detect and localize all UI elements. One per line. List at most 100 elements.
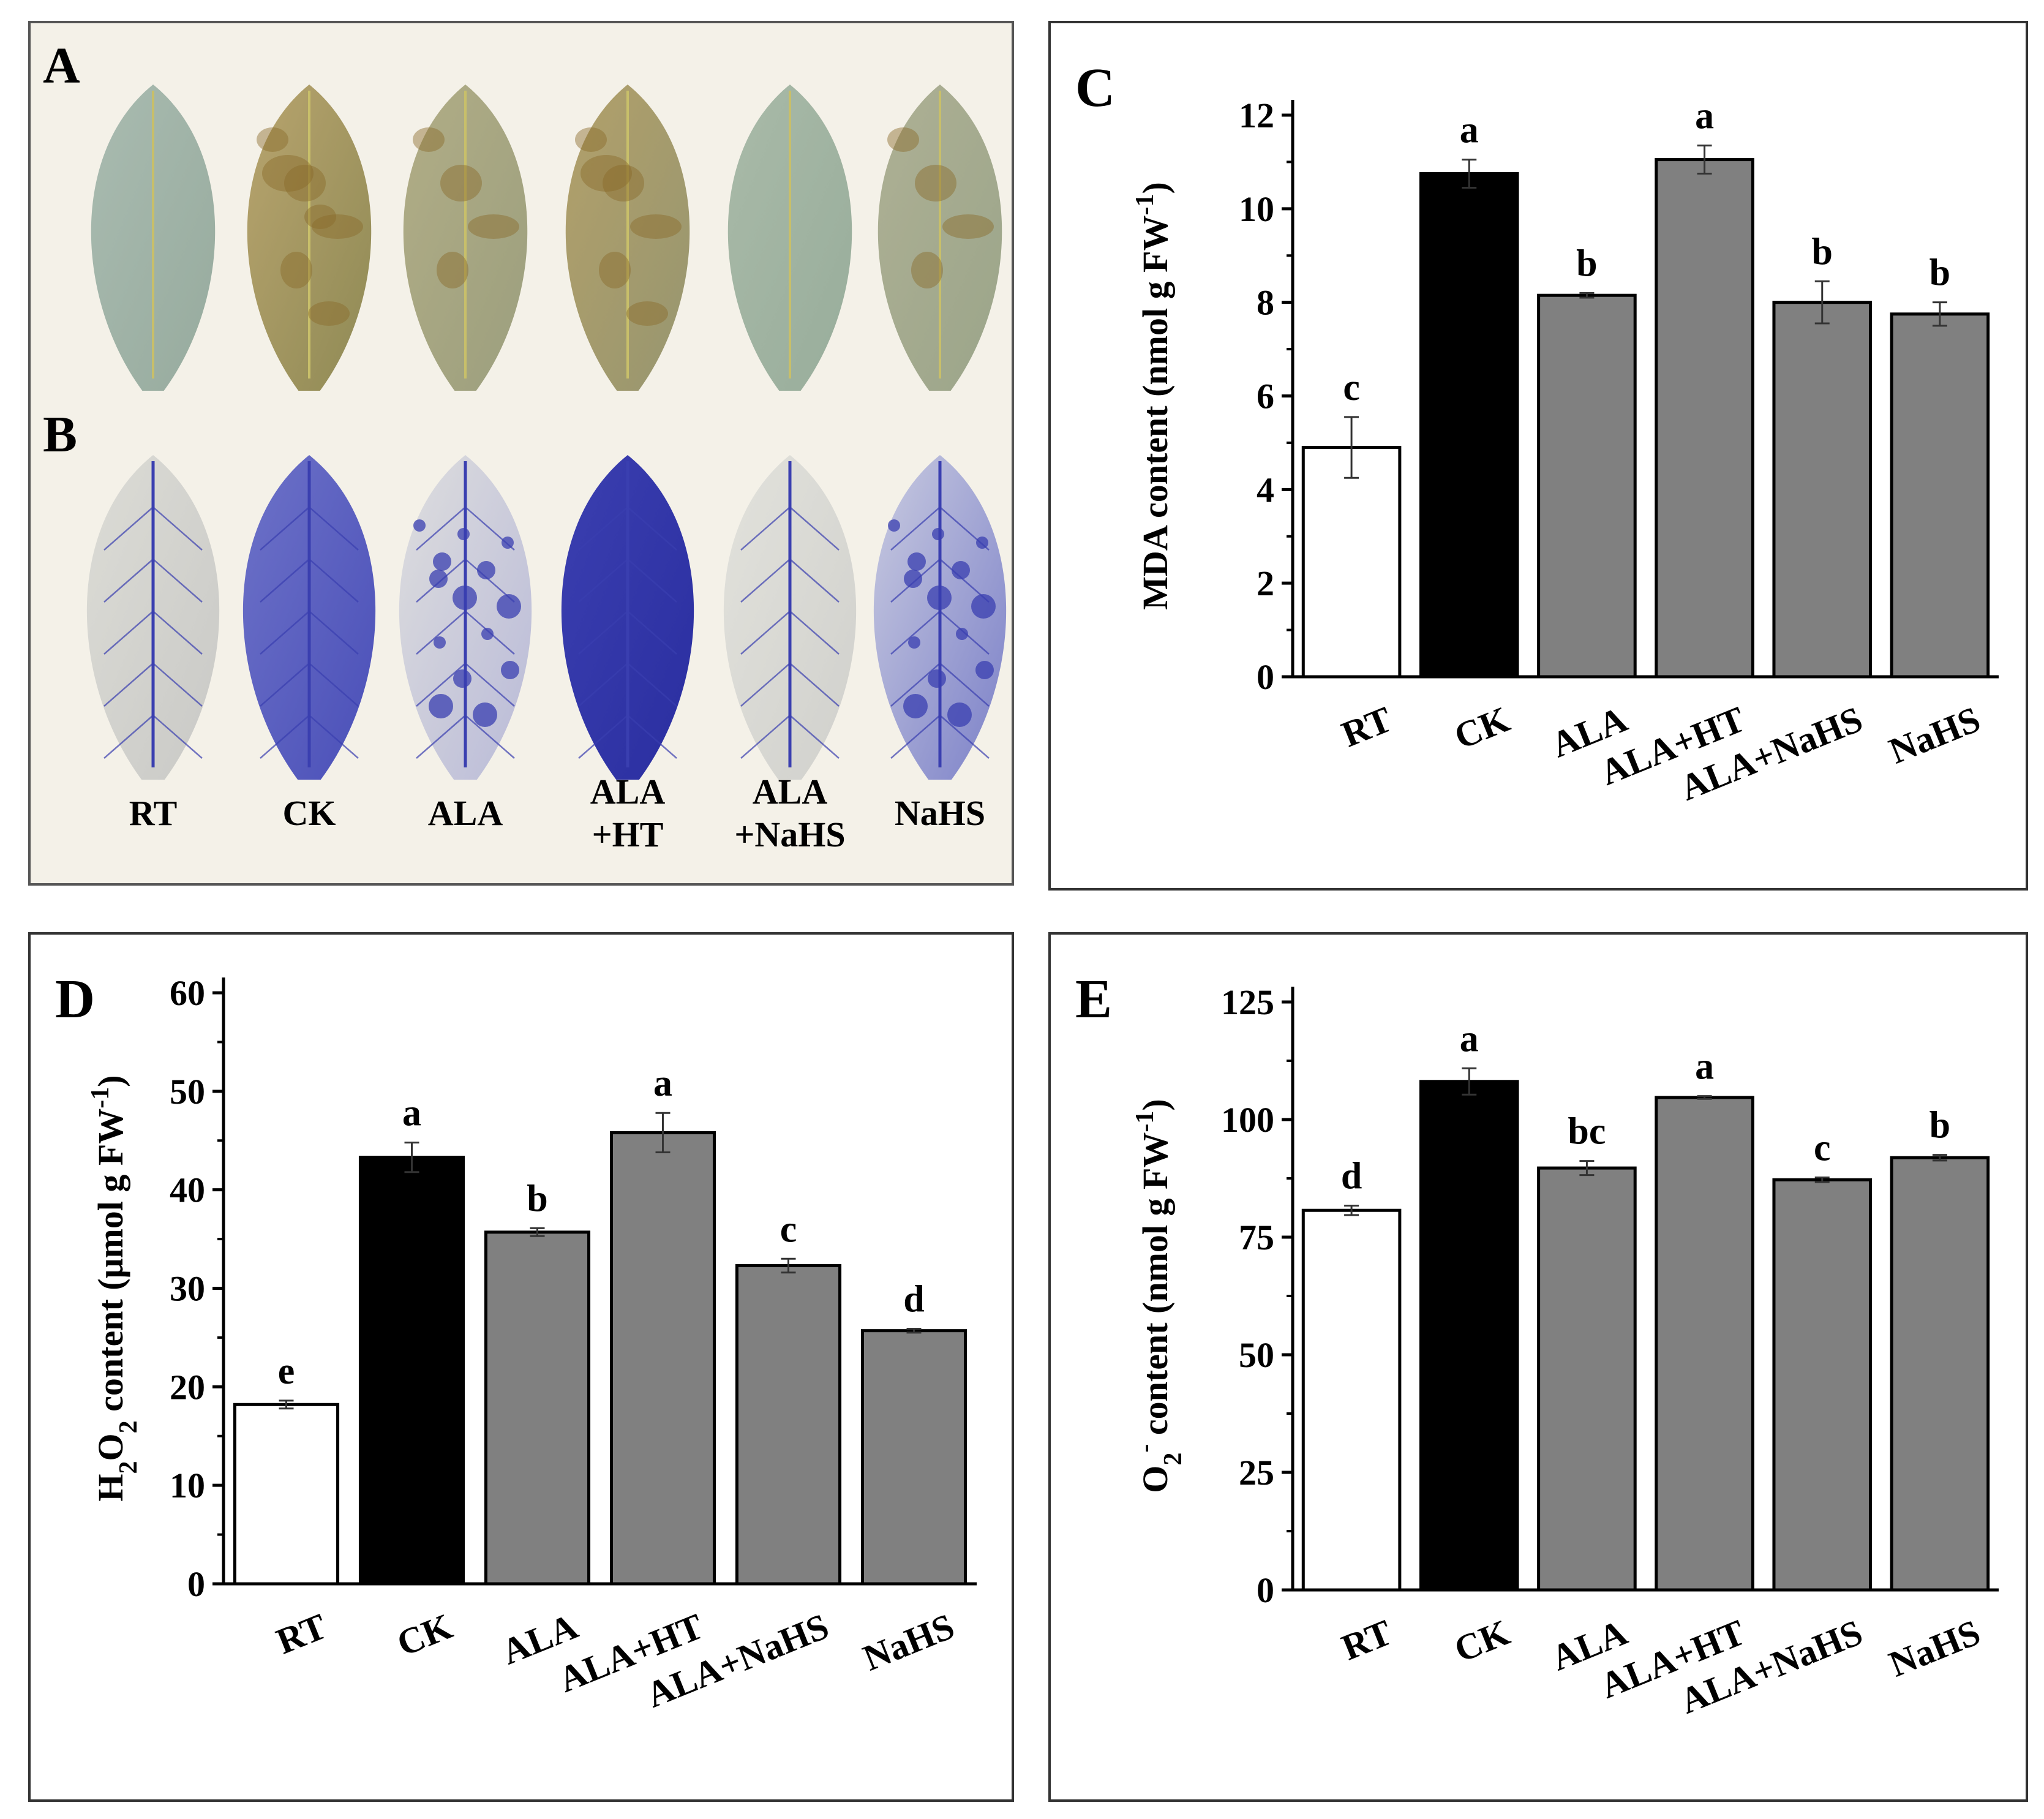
x-tick-label: NaHS [1884,1612,1986,1685]
significance-letter: b [527,1178,547,1219]
bar-nahs [1890,1156,1990,1592]
leaf-nbt-lateral-vein [103,559,154,603]
leaf-treatment-label: RT [80,792,227,835]
leaf-nbt-lateral-vein [939,715,990,759]
dab-stain-spot [468,214,519,239]
bar-ck [1419,172,1519,679]
nbt-stain-spot [952,561,970,579]
x-tick-label: RT [1336,699,1397,755]
leaf-nbt-lateral-vein [152,559,203,603]
bar-ala-nahs [735,1264,842,1586]
leaf-nbt-lateral-vein [789,611,840,655]
leaf-nbt-lateral-vein [939,663,990,707]
y-tick-label: 30 [170,1269,205,1309]
significance-letter: d [1341,1156,1362,1197]
leaf-treatment-line1: RT [129,793,178,833]
x-tick-label: RT [1336,1612,1397,1668]
nbt-stain-spot [904,570,922,588]
leaf-nbt-lateral-vein [416,715,466,759]
nbt-stain-spot [413,519,426,532]
leaf-nbt-lateral-vein [309,507,359,551]
y-tick-label: 40 [170,1170,205,1210]
dab-stain-spot [312,214,363,239]
nbt-stain-spot [907,552,926,571]
y-tick-label: 75 [1239,1218,1274,1257]
leaf-nbt-lateral-vein [103,507,154,551]
leaf-nbt-lateral-vein [309,611,359,655]
leaf-nbt-lateral-vein [416,663,466,707]
leaf-nbt-lateral-vein [103,663,154,707]
leaf-nbt-lateral-vein [578,663,628,707]
leaf-nbt-lateral-vein [740,559,791,603]
y-tick-label: 20 [170,1367,205,1407]
mda-bar-chart: C024681012cRTaCKbALAaALA+HTbALA+NaHSbNaH… [1075,58,1999,808]
nbt-stain-spot [888,519,900,532]
significance-letter: d [903,1278,924,1320]
leaf-nbt-lateral-vein [890,715,941,759]
y-tick-label: 25 [1239,1453,1274,1493]
bar-ala [484,1230,591,1586]
superoxide-bar-chart: E0255075100125dRTaCKbcALAaALA+HTcALA+NaH… [1075,969,1999,1722]
leaf-nbt-lateral-vein [152,507,203,551]
chart-panel-d: D 0 10 20 30 40 50 60 e RT a CK b ALA a ALA+HT c ALA+NaHS… [28,932,1014,1802]
nbt-stain-spot [434,636,446,649]
chart-panel-c: C 0 2 4 6 8 10 12 c RT a CK b ALA a ALA+HT b ALA+NaHS b NaH… [1048,21,2028,891]
leaf-treatment-label: CK [236,792,383,835]
leaf-nbt-lateral-vein [627,559,677,603]
leaf-nbt-lateral-vein [578,715,628,759]
leaf-nbt-lateral-vein [890,611,941,655]
nbt-stain-spot [453,586,477,610]
nbt-stain-spot [975,661,994,679]
leaf-nbt-lateral-vein [627,611,677,655]
leaf-nbt-lateral-vein [260,715,310,759]
dab-stain-spot [942,214,994,239]
panel-label: C [1075,58,1115,118]
x-tick-label: CK [391,1606,457,1664]
leaf-images [86,85,1007,780]
y-axis-label: H2O2 content (μmol g FW-1) [86,1075,143,1501]
nbt-stain-spot [976,537,988,549]
nbt-stain-spot [477,561,495,579]
dab-stain-spot [280,252,312,288]
nbt-stain-spot [473,702,497,727]
significance-letter: a [1695,1046,1714,1088]
y-tick-label: 10 [170,1466,205,1505]
x-tick-label: NaHS [857,1606,960,1679]
significance-letter: a [1460,110,1479,151]
panel-label-b: B [43,406,78,463]
significance-letter: a [402,1092,421,1134]
significance-letter: e [278,1350,295,1392]
significance-letter: a [1460,1018,1479,1060]
significance-letter: c [780,1208,797,1250]
nbt-stain-spot [501,661,519,679]
y-tick-label: 100 [1221,1100,1274,1140]
dab-stain-spot [284,165,326,201]
bar-ala-ht [1655,1096,1754,1592]
leaf-nbt-lateral-vein [309,663,359,707]
significance-letter: b [1929,1105,1950,1147]
bar-ck [1419,1080,1519,1592]
dab-stain-spot [304,205,336,229]
leaf-nbt-lateral-vein [416,507,466,551]
leaf-treatment-line1: ALA [427,793,503,833]
dab-stain-spot [257,127,288,152]
leaf-nbt-lateral-vein [152,715,203,759]
dab-stain-spot [599,252,631,288]
leaf-nbt-lateral-vein [260,507,310,551]
dab-stain-spot [630,214,682,239]
bar-ala [1537,1166,1637,1592]
chart-panel-e: E 0 25 50 75 100 125 d RT a CK bc ALA a ALA+HT c ALA+NaH… [1048,932,2028,1802]
leaf-nbt-lateral-vein [740,715,791,759]
leaf-nbt-lateral-vein [578,559,628,603]
y-tick-label: 125 [1221,982,1274,1022]
leaf-treatment-line2: +HT [592,814,664,854]
significance-letter: a [1695,96,1714,137]
leaf-nbt-lateral-vein [103,715,154,759]
leaf-nbt-lateral-vein [309,715,359,759]
nbt-stain-spot [433,552,451,571]
y-tick-label: 6 [1257,377,1274,416]
y-tick-label: 4 [1257,470,1274,510]
dab-stain-spot [626,301,668,326]
leaf-nbt-lateral-vein [309,559,359,603]
leaf-nbt-lateral-vein [789,559,840,603]
